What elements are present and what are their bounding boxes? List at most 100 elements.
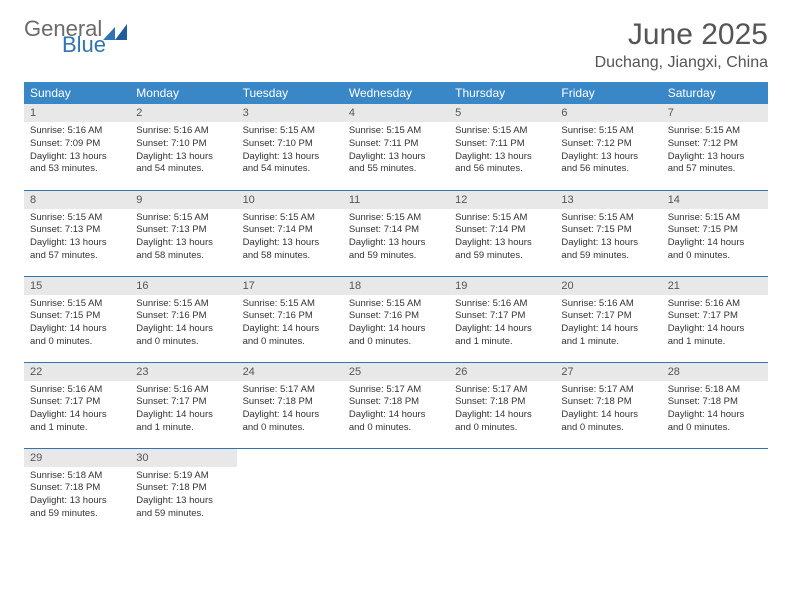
calendar-cell: ..	[237, 448, 343, 534]
day-details: Sunrise: 5:17 AMSunset: 7:18 PMDaylight:…	[555, 381, 661, 438]
day-details: Sunrise: 5:15 AMSunset: 7:16 PMDaylight:…	[130, 295, 236, 352]
day-number: 3	[237, 104, 343, 122]
day-number: 8	[24, 191, 130, 209]
calendar-cell: 10Sunrise: 5:15 AMSunset: 7:14 PMDayligh…	[237, 190, 343, 276]
calendar-cell: 21Sunrise: 5:16 AMSunset: 7:17 PMDayligh…	[662, 276, 768, 362]
day-number: 15	[24, 277, 130, 295]
month-title: June 2025	[595, 18, 768, 52]
location: Duchang, Jiangxi, China	[595, 54, 768, 72]
weekday-header: Friday	[555, 82, 661, 104]
calendar-cell: 20Sunrise: 5:16 AMSunset: 7:17 PMDayligh…	[555, 276, 661, 362]
day-details: Sunrise: 5:15 AMSunset: 7:15 PMDaylight:…	[555, 209, 661, 266]
calendar-cell: 30Sunrise: 5:19 AMSunset: 7:18 PMDayligh…	[130, 448, 236, 534]
day-number: 28	[662, 363, 768, 381]
title-block: June 2025 Duchang, Jiangxi, China	[595, 18, 768, 72]
calendar-row: 15Sunrise: 5:15 AMSunset: 7:15 PMDayligh…	[24, 276, 768, 362]
day-number: 16	[130, 277, 236, 295]
day-number: 18	[343, 277, 449, 295]
weekday-header: Saturday	[662, 82, 768, 104]
weekday-header: Thursday	[449, 82, 555, 104]
day-details: Sunrise: 5:16 AMSunset: 7:09 PMDaylight:…	[24, 122, 130, 179]
calendar-cell: 26Sunrise: 5:17 AMSunset: 7:18 PMDayligh…	[449, 362, 555, 448]
day-details: Sunrise: 5:15 AMSunset: 7:13 PMDaylight:…	[130, 209, 236, 266]
calendar-cell: 27Sunrise: 5:17 AMSunset: 7:18 PMDayligh…	[555, 362, 661, 448]
day-number: 19	[449, 277, 555, 295]
day-number: 20	[555, 277, 661, 295]
calendar-cell: 3Sunrise: 5:15 AMSunset: 7:10 PMDaylight…	[237, 104, 343, 190]
calendar-cell: 15Sunrise: 5:15 AMSunset: 7:15 PMDayligh…	[24, 276, 130, 362]
header: GeneralBlue June 2025 Duchang, Jiangxi, …	[24, 18, 768, 72]
day-details: Sunrise: 5:15 AMSunset: 7:12 PMDaylight:…	[555, 122, 661, 179]
calendar-cell: 2Sunrise: 5:16 AMSunset: 7:10 PMDaylight…	[130, 104, 236, 190]
day-number: 5	[449, 104, 555, 122]
calendar-cell: 4Sunrise: 5:15 AMSunset: 7:11 PMDaylight…	[343, 104, 449, 190]
calendar-row: 1Sunrise: 5:16 AMSunset: 7:09 PMDaylight…	[24, 104, 768, 190]
day-details: Sunrise: 5:15 AMSunset: 7:13 PMDaylight:…	[24, 209, 130, 266]
day-number: 12	[449, 191, 555, 209]
calendar-cell: 22Sunrise: 5:16 AMSunset: 7:17 PMDayligh…	[24, 362, 130, 448]
day-details: Sunrise: 5:15 AMSunset: 7:14 PMDaylight:…	[449, 209, 555, 266]
day-number: 30	[130, 449, 236, 467]
logo: GeneralBlue	[24, 18, 129, 56]
calendar-cell: ..	[343, 448, 449, 534]
calendar-row: 8Sunrise: 5:15 AMSunset: 7:13 PMDaylight…	[24, 190, 768, 276]
calendar-cell: 29Sunrise: 5:18 AMSunset: 7:18 PMDayligh…	[24, 448, 130, 534]
day-details: Sunrise: 5:16 AMSunset: 7:17 PMDaylight:…	[449, 295, 555, 352]
calendar-cell: 8Sunrise: 5:15 AMSunset: 7:13 PMDaylight…	[24, 190, 130, 276]
weekday-header: Wednesday	[343, 82, 449, 104]
calendar-cell: 12Sunrise: 5:15 AMSunset: 7:14 PMDayligh…	[449, 190, 555, 276]
day-number: 7	[662, 104, 768, 122]
day-details: Sunrise: 5:15 AMSunset: 7:11 PMDaylight:…	[449, 122, 555, 179]
day-number: 6	[555, 104, 661, 122]
calendar-cell: 24Sunrise: 5:17 AMSunset: 7:18 PMDayligh…	[237, 362, 343, 448]
day-details: Sunrise: 5:15 AMSunset: 7:16 PMDaylight:…	[237, 295, 343, 352]
calendar-cell: 1Sunrise: 5:16 AMSunset: 7:09 PMDaylight…	[24, 104, 130, 190]
day-number: 21	[662, 277, 768, 295]
day-details: Sunrise: 5:18 AMSunset: 7:18 PMDaylight:…	[24, 467, 130, 524]
calendar-table: SundayMondayTuesdayWednesdayThursdayFrid…	[24, 82, 768, 534]
calendar-cell: 18Sunrise: 5:15 AMSunset: 7:16 PMDayligh…	[343, 276, 449, 362]
day-details: Sunrise: 5:15 AMSunset: 7:15 PMDaylight:…	[662, 209, 768, 266]
day-number: 17	[237, 277, 343, 295]
day-details: Sunrise: 5:15 AMSunset: 7:16 PMDaylight:…	[343, 295, 449, 352]
calendar-cell: 23Sunrise: 5:16 AMSunset: 7:17 PMDayligh…	[130, 362, 236, 448]
day-details: Sunrise: 5:15 AMSunset: 7:14 PMDaylight:…	[343, 209, 449, 266]
day-number: 23	[130, 363, 236, 381]
calendar-row: 22Sunrise: 5:16 AMSunset: 7:17 PMDayligh…	[24, 362, 768, 448]
calendar-cell: 7Sunrise: 5:15 AMSunset: 7:12 PMDaylight…	[662, 104, 768, 190]
day-details: Sunrise: 5:15 AMSunset: 7:11 PMDaylight:…	[343, 122, 449, 179]
day-details: Sunrise: 5:17 AMSunset: 7:18 PMDaylight:…	[237, 381, 343, 438]
logo-text-blue: Blue	[62, 34, 129, 56]
day-details: Sunrise: 5:16 AMSunset: 7:10 PMDaylight:…	[130, 122, 236, 179]
day-details: Sunrise: 5:15 AMSunset: 7:14 PMDaylight:…	[237, 209, 343, 266]
calendar-cell: ..	[662, 448, 768, 534]
calendar-cell: 28Sunrise: 5:18 AMSunset: 7:18 PMDayligh…	[662, 362, 768, 448]
calendar-cell: 13Sunrise: 5:15 AMSunset: 7:15 PMDayligh…	[555, 190, 661, 276]
weekday-header: Sunday	[24, 82, 130, 104]
day-details: Sunrise: 5:16 AMSunset: 7:17 PMDaylight:…	[555, 295, 661, 352]
calendar-cell: ..	[449, 448, 555, 534]
day-number: 4	[343, 104, 449, 122]
day-number: 29	[24, 449, 130, 467]
day-number: 11	[343, 191, 449, 209]
day-details: Sunrise: 5:15 AMSunset: 7:15 PMDaylight:…	[24, 295, 130, 352]
calendar-header-row: SundayMondayTuesdayWednesdayThursdayFrid…	[24, 82, 768, 104]
calendar-cell: 11Sunrise: 5:15 AMSunset: 7:14 PMDayligh…	[343, 190, 449, 276]
calendar-row: 29Sunrise: 5:18 AMSunset: 7:18 PMDayligh…	[24, 448, 768, 534]
day-number: 10	[237, 191, 343, 209]
day-number: 13	[555, 191, 661, 209]
calendar-cell: 9Sunrise: 5:15 AMSunset: 7:13 PMDaylight…	[130, 190, 236, 276]
day-number: 22	[24, 363, 130, 381]
calendar-cell: 14Sunrise: 5:15 AMSunset: 7:15 PMDayligh…	[662, 190, 768, 276]
day-details: Sunrise: 5:16 AMSunset: 7:17 PMDaylight:…	[662, 295, 768, 352]
calendar-cell: 25Sunrise: 5:17 AMSunset: 7:18 PMDayligh…	[343, 362, 449, 448]
day-details: Sunrise: 5:18 AMSunset: 7:18 PMDaylight:…	[662, 381, 768, 438]
day-details: Sunrise: 5:19 AMSunset: 7:18 PMDaylight:…	[130, 467, 236, 524]
calendar-cell: 19Sunrise: 5:16 AMSunset: 7:17 PMDayligh…	[449, 276, 555, 362]
day-details: Sunrise: 5:15 AMSunset: 7:12 PMDaylight:…	[662, 122, 768, 179]
day-number: 9	[130, 191, 236, 209]
day-details: Sunrise: 5:17 AMSunset: 7:18 PMDaylight:…	[343, 381, 449, 438]
day-number: 25	[343, 363, 449, 381]
day-number: 2	[130, 104, 236, 122]
weekday-header: Monday	[130, 82, 236, 104]
